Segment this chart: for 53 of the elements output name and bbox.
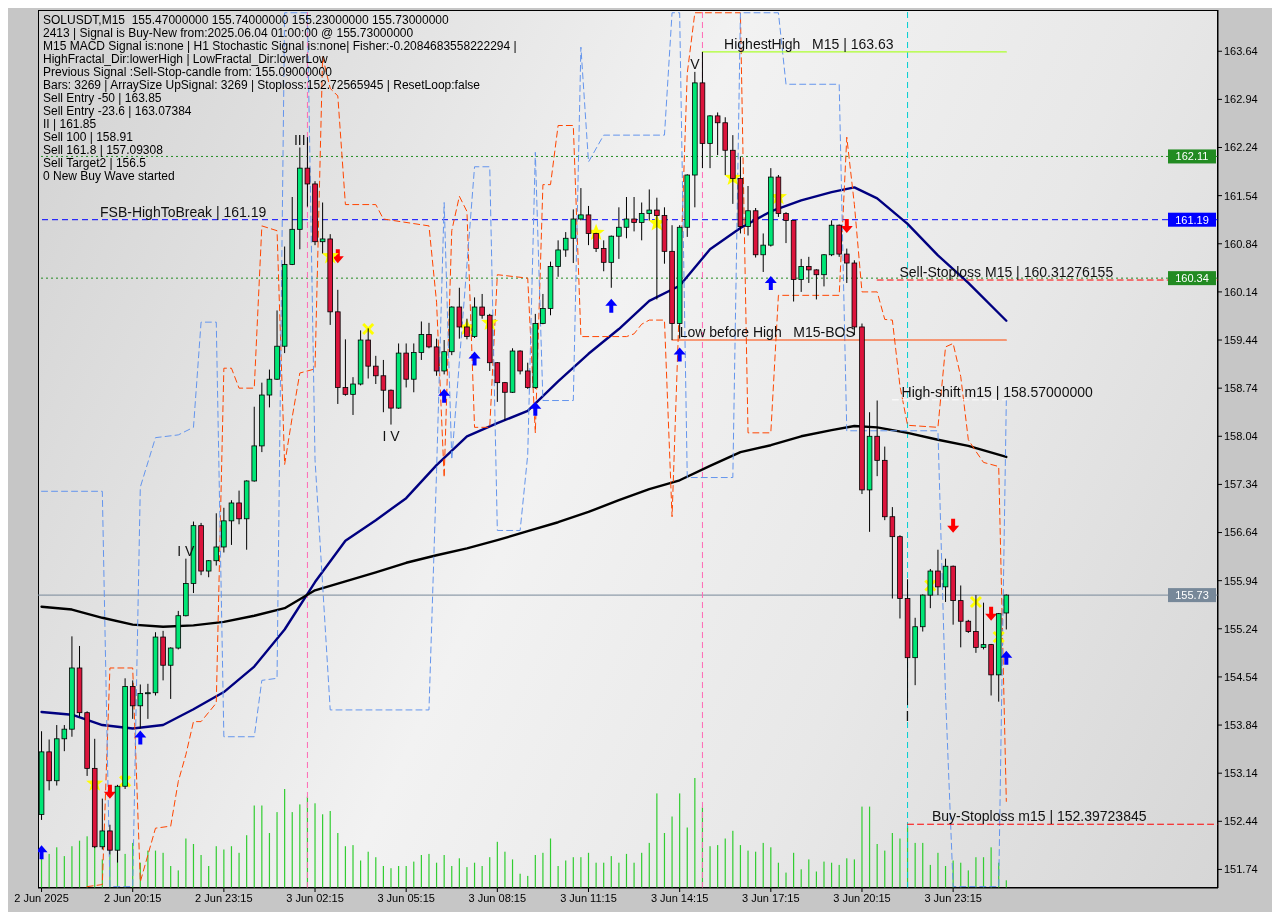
y-tick-label: 162.24	[1224, 141, 1258, 154]
annotation: II | 161.85	[43, 117, 97, 131]
y-tick-label: 161.54	[1224, 189, 1258, 202]
annotation: 2413 | Signal is Buy-New from:2025.06.04 01:00:00 @ 155.73000000	[43, 26, 414, 40]
x-tick-label: 2 Jun 23:15	[195, 891, 253, 904]
annotation: Sell Entry -50 | 163.85	[43, 91, 162, 105]
annotation: High-shift m15 | 158.57000000	[901, 383, 1094, 400]
x-tick-label: 3 Jun 11:15	[560, 891, 617, 904]
y-tick-label: 151.74	[1224, 863, 1258, 876]
x-tick-label: 3 Jun 14:15	[650, 891, 709, 904]
y-tick-label: 158.74	[1224, 382, 1258, 395]
annotation: III	[293, 131, 306, 148]
annotation: 162.11	[1175, 150, 1209, 163]
y-tick-label: 153.84	[1224, 718, 1258, 731]
annotation: Buy-Stoploss m15 | 152.39723845	[931, 808, 1147, 825]
x-tick-label: 3 Jun 20:15	[833, 891, 891, 904]
annotation: 160.34	[1175, 272, 1209, 285]
y-tick-label: 158.04	[1224, 430, 1258, 443]
annotation: Sell Target2 | 156.5	[43, 156, 147, 170]
annotation: I V	[382, 427, 401, 444]
annotation: 155.73	[1175, 589, 1209, 602]
annotation: M15 MACD Signal is:none | H1 Stochastic Signal is:none| Fisher:-0.2084683558222294 | HighFractal_Dir:lowerHigh | LowFractal_Dir:lowerLow	[43, 39, 517, 66]
y-tick-label: 159.44	[1224, 333, 1258, 346]
y-tick-label: 155.94	[1224, 574, 1258, 587]
x-tick-label: 2 Jun 2025	[14, 891, 69, 904]
y-tick-label: 154.54	[1224, 670, 1258, 683]
y-tick-label: 163.64	[1224, 45, 1258, 58]
x-tick-label: 3 Jun 08:15	[468, 891, 527, 904]
y-tick-label: 157.34	[1224, 478, 1258, 491]
annotation: Sell 100 | 158.91	[43, 130, 134, 144]
y-tick-label: 155.24	[1224, 622, 1258, 635]
y-tick-label: 153.14	[1224, 767, 1258, 780]
y-tick-label: 160.14	[1224, 285, 1258, 298]
y-tick-label: 162.94	[1224, 93, 1258, 106]
x-tick-label: 3 Jun 05:15	[377, 891, 435, 904]
annotation: Low before High M15-BOS	[679, 324, 855, 341]
annotation: 161.19	[1175, 213, 1209, 226]
annotation: V	[690, 55, 701, 72]
annotation: I	[905, 708, 910, 725]
y-tick-label: 156.64	[1224, 526, 1258, 539]
chart-title: SOLUSDT,M15 155.47000000 155.74000000 155.23000000 155.73000000	[43, 13, 450, 27]
y-tick-label: 152.44	[1224, 815, 1258, 828]
x-tick-label: 2 Jun 20:15	[103, 891, 162, 904]
x-tick-label: 3 Jun 02:15	[286, 891, 344, 904]
annotation: 0 New Buy Wave started	[43, 169, 175, 183]
annotation: Sell Entry -23.6 | 163.07384	[43, 104, 192, 118]
x-tick-label: 3 Jun 17:15	[742, 891, 800, 904]
y-tick-label: 160.84	[1224, 237, 1258, 250]
annotation: Sell 161.8 | 157.09308	[43, 143, 164, 157]
annotation: Bars: 3269 | ArraySize UpSignal: 3269 | Stoploss:152.72565945 | ResetLoop:false	[43, 78, 481, 92]
x-tick-label: 3 Jun 23:15	[924, 891, 982, 904]
annotation: HighestHigh M15 | 163.63	[724, 35, 894, 52]
ref-line-label: FSB-HighToBreak | 161.19	[100, 203, 267, 220]
